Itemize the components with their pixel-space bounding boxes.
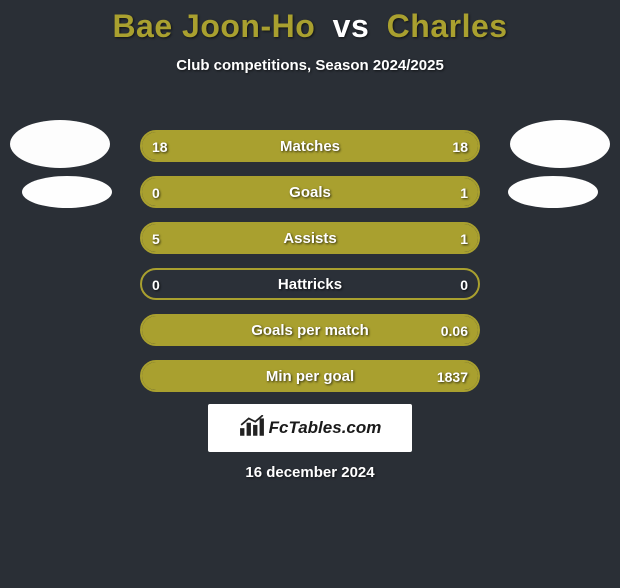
avatar-player1 — [10, 120, 110, 168]
stat-value-left: 0 — [152, 178, 160, 208]
title-player1: Bae Joon-Ho — [112, 8, 315, 44]
page-title: Bae Joon-Ho vs Charles — [0, 8, 620, 45]
branding-badge: FcTables.com — [208, 404, 412, 452]
stat-label: Goals per match — [142, 316, 478, 346]
avatar-club-player1 — [22, 176, 112, 208]
stat-value-left: 18 — [152, 132, 168, 162]
stat-value-right: 18 — [452, 132, 468, 162]
stat-row: Matches18 18 — [140, 130, 480, 162]
stats-container: Matches1818Goals01Assists51Hattricks00Go… — [140, 130, 480, 406]
title-vs: vs — [333, 8, 370, 44]
branding-text: FcTables.com — [269, 418, 382, 438]
stat-label: Matches — [142, 132, 478, 162]
stat-value-left: 5 — [152, 224, 160, 254]
avatar-club-player2 — [508, 176, 598, 208]
stat-value-right: 0.06 — [441, 316, 468, 346]
stat-row: Min per goal1837 — [140, 360, 480, 392]
stat-value-right: 0 — [460, 270, 468, 300]
avatar-player2 — [510, 120, 610, 168]
stat-label: Hattricks — [142, 270, 478, 300]
chart-icon — [239, 415, 265, 442]
subtitle: Club competitions, Season 2024/2025 — [0, 57, 620, 74]
date-label: 16 december 2024 — [0, 464, 620, 481]
stat-row: Goals per match0.06 — [140, 314, 480, 346]
stat-row: Goals0 1 — [140, 176, 480, 208]
stat-label: Goals — [142, 178, 478, 208]
title-player2: Charles — [387, 8, 508, 44]
stat-value-right: 1 — [460, 178, 468, 208]
stat-value-left: 0 — [152, 270, 160, 300]
stat-value-right: 1 — [460, 224, 468, 254]
stat-row: Assists5 1 — [140, 222, 480, 254]
stat-label: Assists — [142, 224, 478, 254]
stat-value-right: 1837 — [437, 362, 468, 392]
stat-row: Hattricks0 0 — [140, 268, 480, 300]
stat-label: Min per goal — [142, 362, 478, 392]
